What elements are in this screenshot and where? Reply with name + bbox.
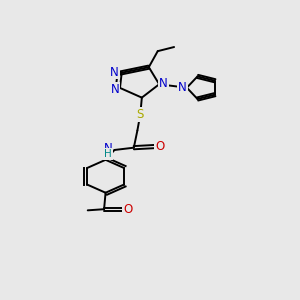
- Text: S: S: [137, 108, 144, 121]
- Text: H: H: [104, 149, 112, 159]
- Text: N: N: [159, 76, 168, 90]
- Text: N: N: [178, 81, 187, 94]
- Text: N: N: [103, 142, 112, 155]
- Text: N: N: [111, 83, 119, 96]
- Text: O: O: [155, 140, 165, 153]
- Text: O: O: [123, 203, 133, 216]
- Text: N: N: [110, 65, 118, 79]
